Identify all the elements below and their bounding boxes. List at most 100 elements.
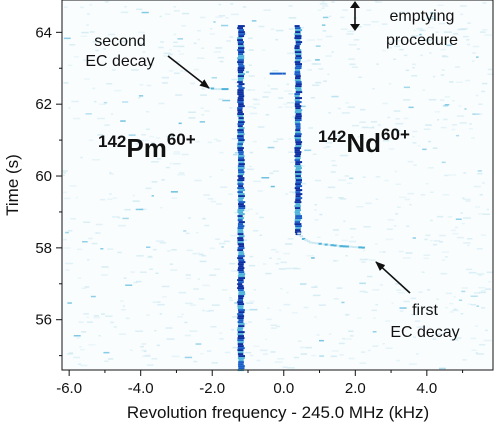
noise-speckle: [444, 306, 449, 309]
noise-speckle: [86, 321, 93, 323]
trace-segment: [333, 244, 337, 247]
trace-segment: [238, 159, 245, 162]
trace-segment: [238, 259, 245, 262]
noise-speckle: [444, 174, 449, 177]
noise-speckle: [396, 289, 402, 291]
noise-speckle: [104, 1, 109, 3]
noise-speckle: [111, 113, 114, 115]
noise-speckle: [298, 182, 306, 185]
trace-segment: [237, 305, 244, 308]
noise-speckle: [107, 358, 114, 360]
trace-segment: [237, 317, 244, 320]
noise-speckle: [252, 230, 259, 232]
trace-segment: [295, 55, 302, 58]
noise-speckle: [379, 251, 386, 253]
trace-segment: [238, 55, 245, 58]
noise-speckle: [63, 172, 67, 174]
noise-speckle: [388, 148, 395, 150]
noise-speckle: [460, 28, 467, 30]
noise-speckle: [143, 350, 147, 353]
trace-segment: [238, 51, 245, 54]
noise-speckle: [436, 334, 439, 336]
trace-segment: [295, 171, 302, 174]
noise-speckle: [174, 72, 180, 74]
noise-speckle: [133, 281, 138, 284]
noise-speckle: [77, 277, 82, 279]
noise-speckle: [169, 48, 172, 51]
trace-segment: [238, 47, 245, 50]
trace-segment: [295, 43, 301, 46]
trace-segment: [295, 175, 301, 178]
trace-segment: [237, 287, 245, 290]
plot-area: [61, 0, 494, 372]
noise-speckle: [78, 363, 82, 365]
noise-speckle: [443, 31, 452, 33]
y-tick-label: 64: [35, 24, 52, 41]
noise-speckle: [211, 362, 218, 364]
noise-speckle: [245, 71, 249, 73]
noise-speckle: [412, 130, 418, 133]
noise-speckle: [223, 240, 230, 243]
noise-speckle: [73, 335, 81, 337]
trace-segment: [237, 75, 244, 78]
noise-speckle: [213, 21, 216, 23]
noise-speckle: [326, 146, 331, 148]
x-tick-label: 0.0: [273, 380, 294, 397]
noise-speckle: [141, 11, 149, 14]
trace-segment: [294, 151, 302, 154]
noise-speckle: [248, 49, 254, 51]
noise-speckle: [412, 63, 416, 66]
noise-speckle: [407, 192, 414, 195]
noise-speckle: [439, 367, 446, 370]
noise-speckle: [336, 135, 344, 137]
noise-speckle: [146, 111, 150, 113]
noise-speckle: [98, 335, 101, 337]
noise-speckle: [122, 217, 129, 220]
trace-segment: [237, 99, 244, 102]
noise-speckle: [92, 159, 100, 161]
trace-segment: [237, 183, 244, 186]
noise-speckle: [155, 240, 164, 242]
noise-speckle: [482, 2, 487, 4]
trace-segment: [237, 67, 245, 70]
noise-speckle: [452, 309, 459, 312]
trace-segment: [237, 231, 244, 234]
noise-speckle: [174, 61, 180, 63]
trace-segment: [237, 229, 244, 232]
noise-speckle: [440, 272, 448, 275]
noise-speckle: [219, 242, 226, 245]
noise-speckle: [197, 252, 200, 254]
trace-segment: [238, 197, 244, 200]
noise-speckle: [138, 31, 145, 34]
noise-speckle: [470, 295, 478, 297]
noise-speckle: [220, 169, 224, 171]
noise-speckle: [463, 242, 471, 244]
noise-speckle: [475, 352, 478, 354]
noise-speckle: [328, 333, 332, 335]
noise-speckle: [433, 240, 441, 242]
noise-speckle: [267, 307, 270, 309]
noise-speckle: [270, 327, 277, 329]
noise-speckle: [370, 121, 377, 123]
noise-speckle: [339, 198, 347, 200]
noise-speckle: [73, 356, 81, 359]
noise-speckle: [228, 193, 233, 195]
noise-speckle: [160, 41, 164, 43]
noise-speckle: [170, 191, 178, 193]
noise-speckle: [412, 142, 417, 144]
noise-speckle: [65, 269, 70, 271]
trace-segment: [294, 27, 301, 30]
noise-speckle: [462, 35, 469, 38]
noise-speckle: [246, 168, 254, 171]
noise-speckle: [362, 176, 366, 178]
noise-speckle: [420, 29, 425, 31]
noise-speckle: [346, 182, 352, 184]
noise-speckle: [361, 351, 366, 353]
trace-segment: [238, 289, 244, 292]
noise-speckle: [277, 358, 284, 360]
noise-speckle: [319, 339, 324, 342]
trace-segment: [238, 367, 245, 370]
noise-speckle: [393, 225, 397, 227]
noise-speckle: [384, 179, 389, 182]
